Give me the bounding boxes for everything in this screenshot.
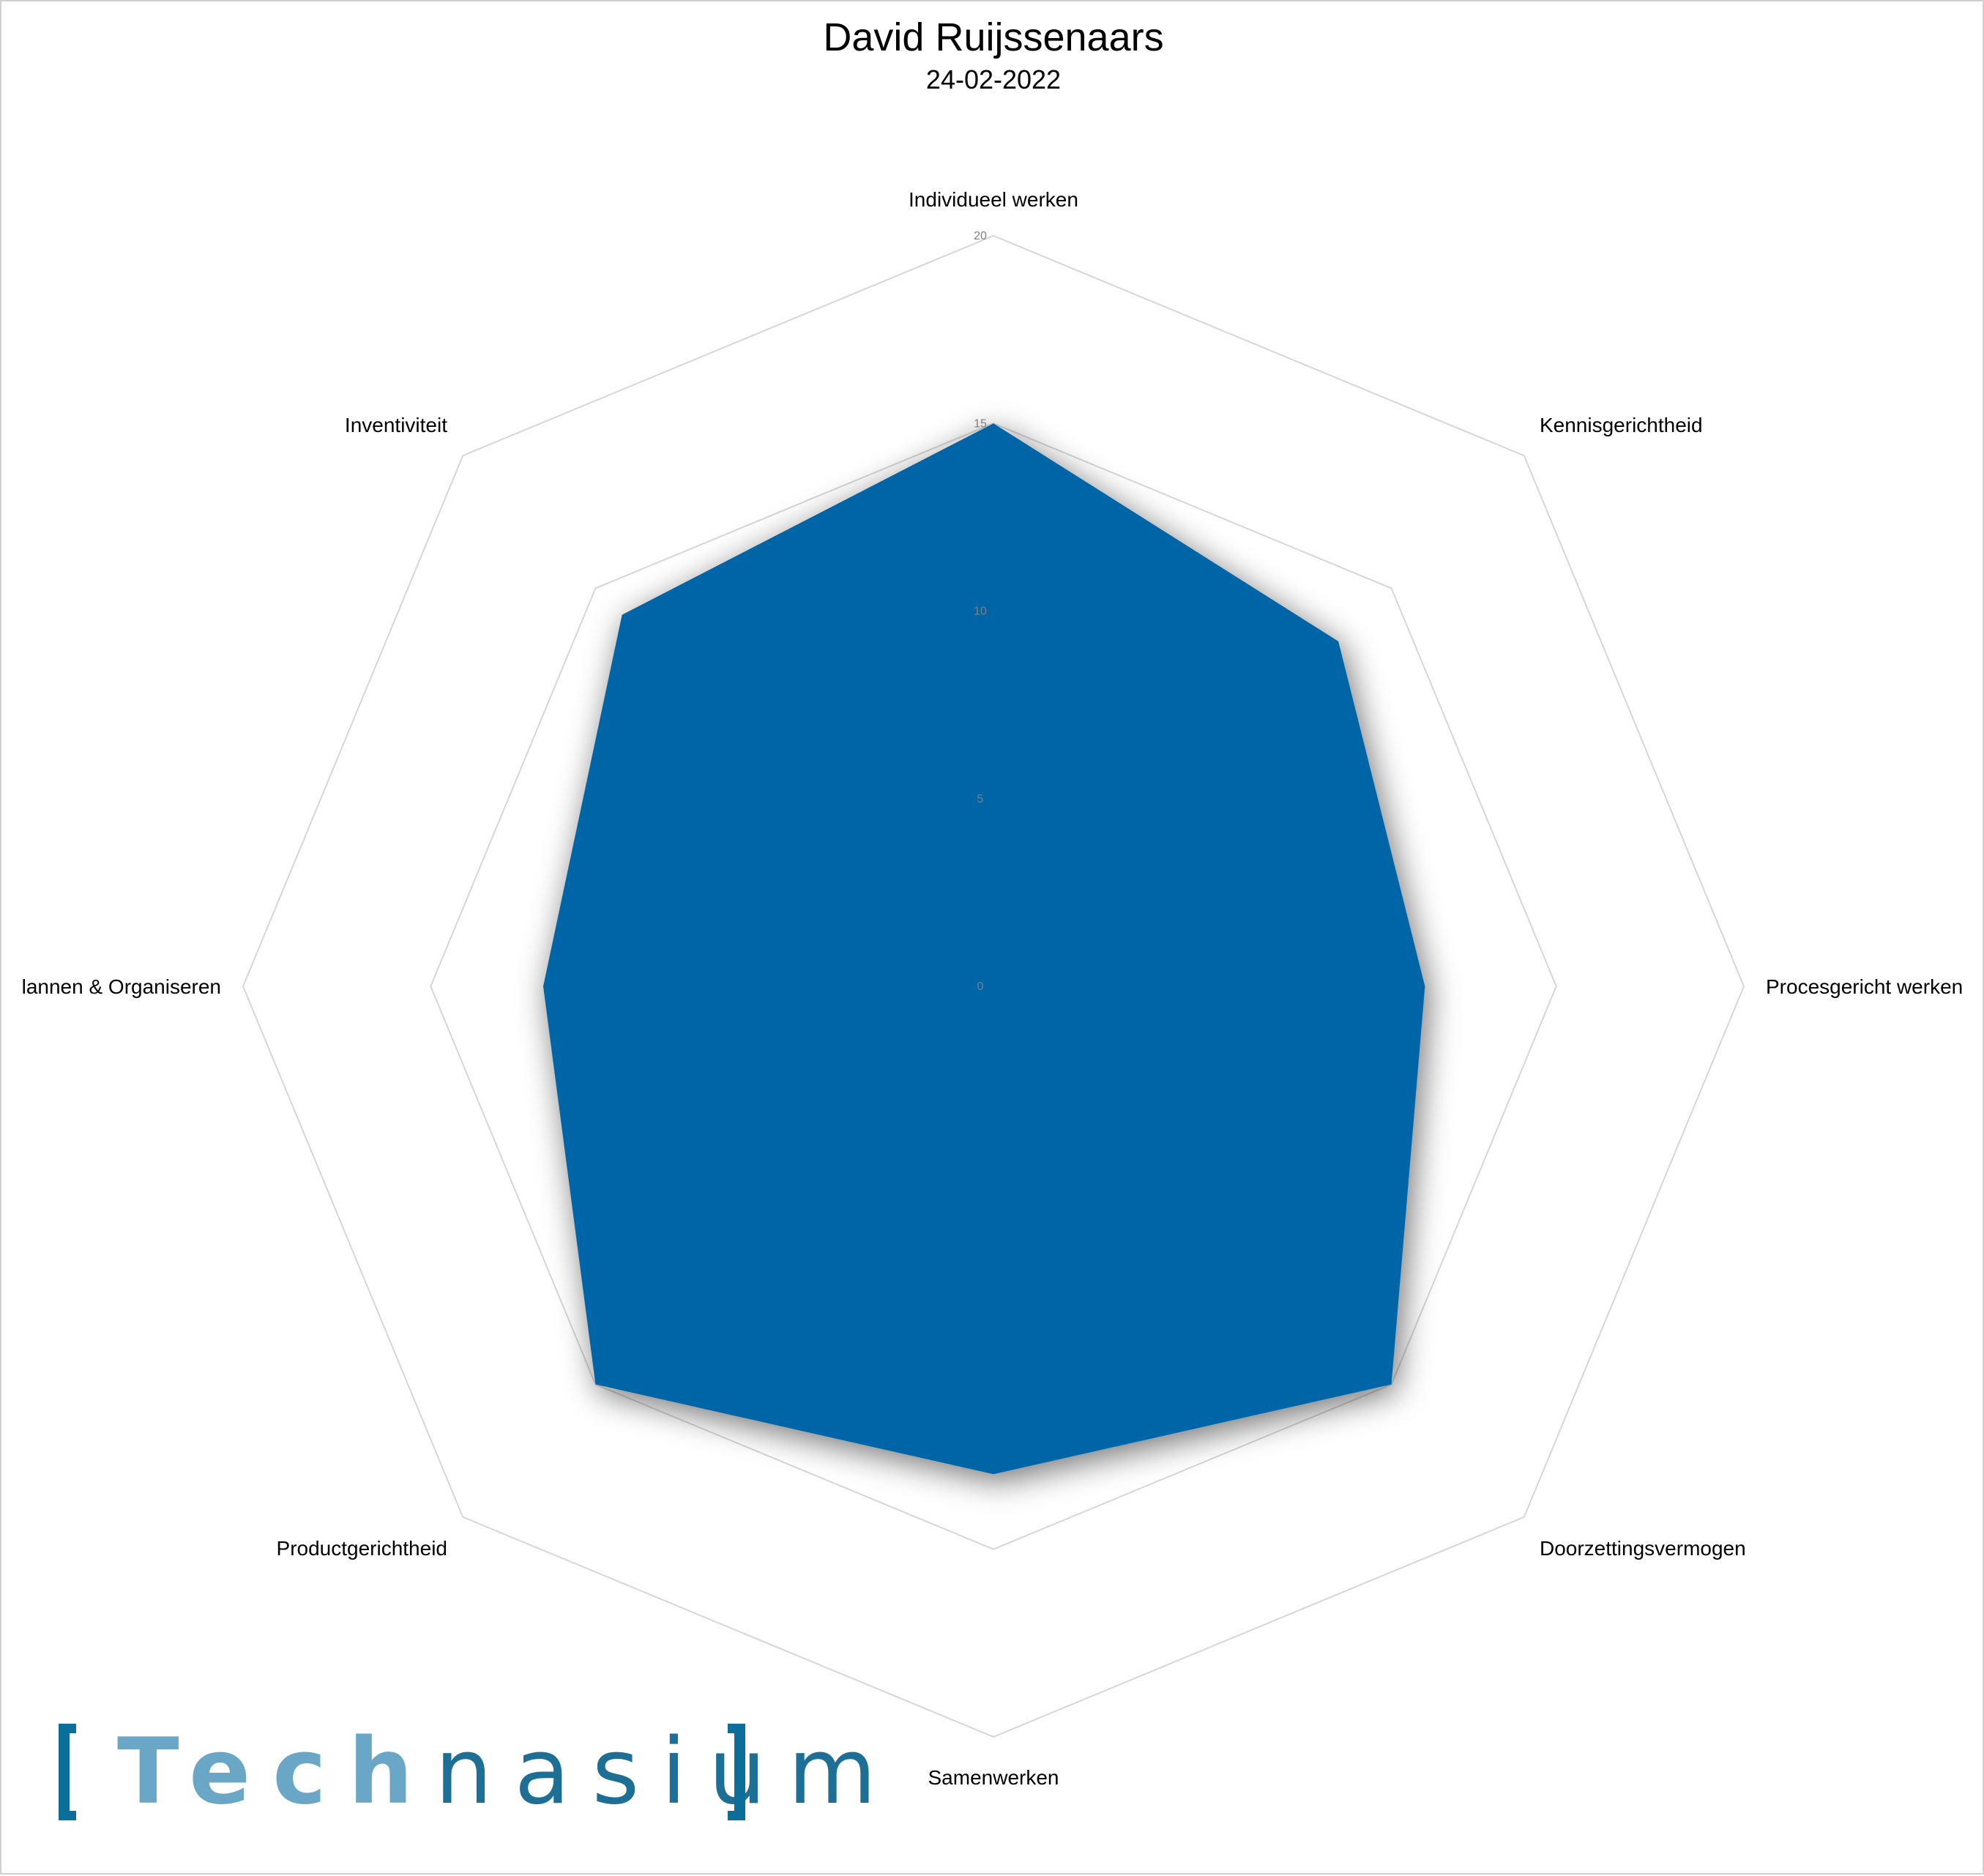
chart-subtitle: 24-02-2022 <box>925 64 1062 94</box>
logo-left-bracket <box>59 1724 76 1820</box>
category-label: Individueel werken <box>909 188 1078 211</box>
r-tick-label: 5 <box>977 793 984 805</box>
r-tick-label: 0 <box>977 980 984 993</box>
chart-title: David Ruijssenaars <box>823 15 1164 59</box>
logo-word-part2: nasium <box>435 1719 899 1825</box>
category-label: Kennisgerichtheid <box>1540 414 1703 436</box>
logo-word-part1: Tech <box>117 1719 435 1825</box>
series-area-0 <box>543 423 1425 1475</box>
logo-wordmark: Technasium <box>117 1724 898 1820</box>
r-tick-label: 15 <box>974 417 987 430</box>
category-label: Productgerichtheid <box>277 1537 447 1560</box>
grid-ring-15 <box>430 423 1557 1550</box>
r-tick-label: 10 <box>974 606 987 618</box>
category-label: Inventiviteit <box>345 414 447 436</box>
r-tick-label: 20 <box>974 230 987 242</box>
category-label: Procesgericht werken <box>1766 975 1963 998</box>
technasium-logo: Technasium <box>59 1724 876 1823</box>
category-label: lannen & Organiseren <box>22 975 221 998</box>
grid-ring-20 <box>242 234 1745 1738</box>
logo-right-bracket <box>728 1724 745 1820</box>
category-label: Doorzettingsvermogen <box>1540 1537 1746 1560</box>
category-label: Samenwerken <box>928 1766 1059 1789</box>
